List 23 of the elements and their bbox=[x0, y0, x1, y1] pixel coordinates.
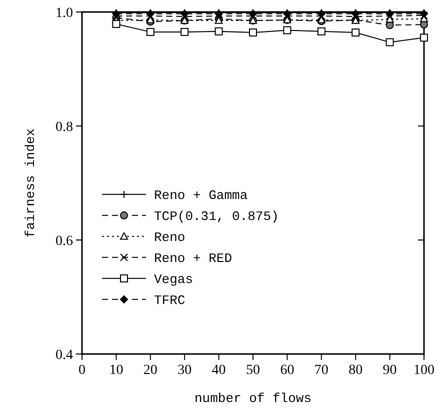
x-tick-label: 80 bbox=[348, 363, 363, 378]
legend-label: Vegas bbox=[154, 272, 194, 287]
legend-label: TCP(0.31, 0.875) bbox=[154, 208, 279, 224]
x-tick-label: 90 bbox=[382, 363, 397, 378]
x-tick-label: 30 bbox=[178, 363, 192, 378]
y-tick-label: 1.0 bbox=[56, 6, 73, 21]
legend-label: Reno + RED bbox=[154, 250, 232, 266]
y-tick-label: 0.8 bbox=[56, 120, 73, 135]
x-tick-label: 10 bbox=[109, 363, 124, 378]
x-tick-label: 60 bbox=[280, 363, 294, 378]
legend-label: Reno bbox=[154, 230, 186, 245]
y-tick-label: 0.4 bbox=[56, 348, 73, 363]
x-tick-label: 0 bbox=[78, 363, 86, 378]
x-tick-label: 50 bbox=[246, 363, 260, 378]
x-tick-label: 100 bbox=[414, 363, 434, 378]
y-axis-title: fairness index bbox=[23, 128, 38, 238]
x-tick-label: 20 bbox=[143, 363, 158, 378]
x-tick-label: 40 bbox=[212, 363, 226, 378]
x-tick-label: 70 bbox=[314, 363, 328, 378]
x-axis-title: number of flows bbox=[194, 391, 312, 406]
legend-label: TFRC bbox=[154, 292, 186, 308]
y-tick-label: 0.6 bbox=[56, 234, 73, 249]
legend-label: Reno + Gamma bbox=[154, 188, 248, 203]
